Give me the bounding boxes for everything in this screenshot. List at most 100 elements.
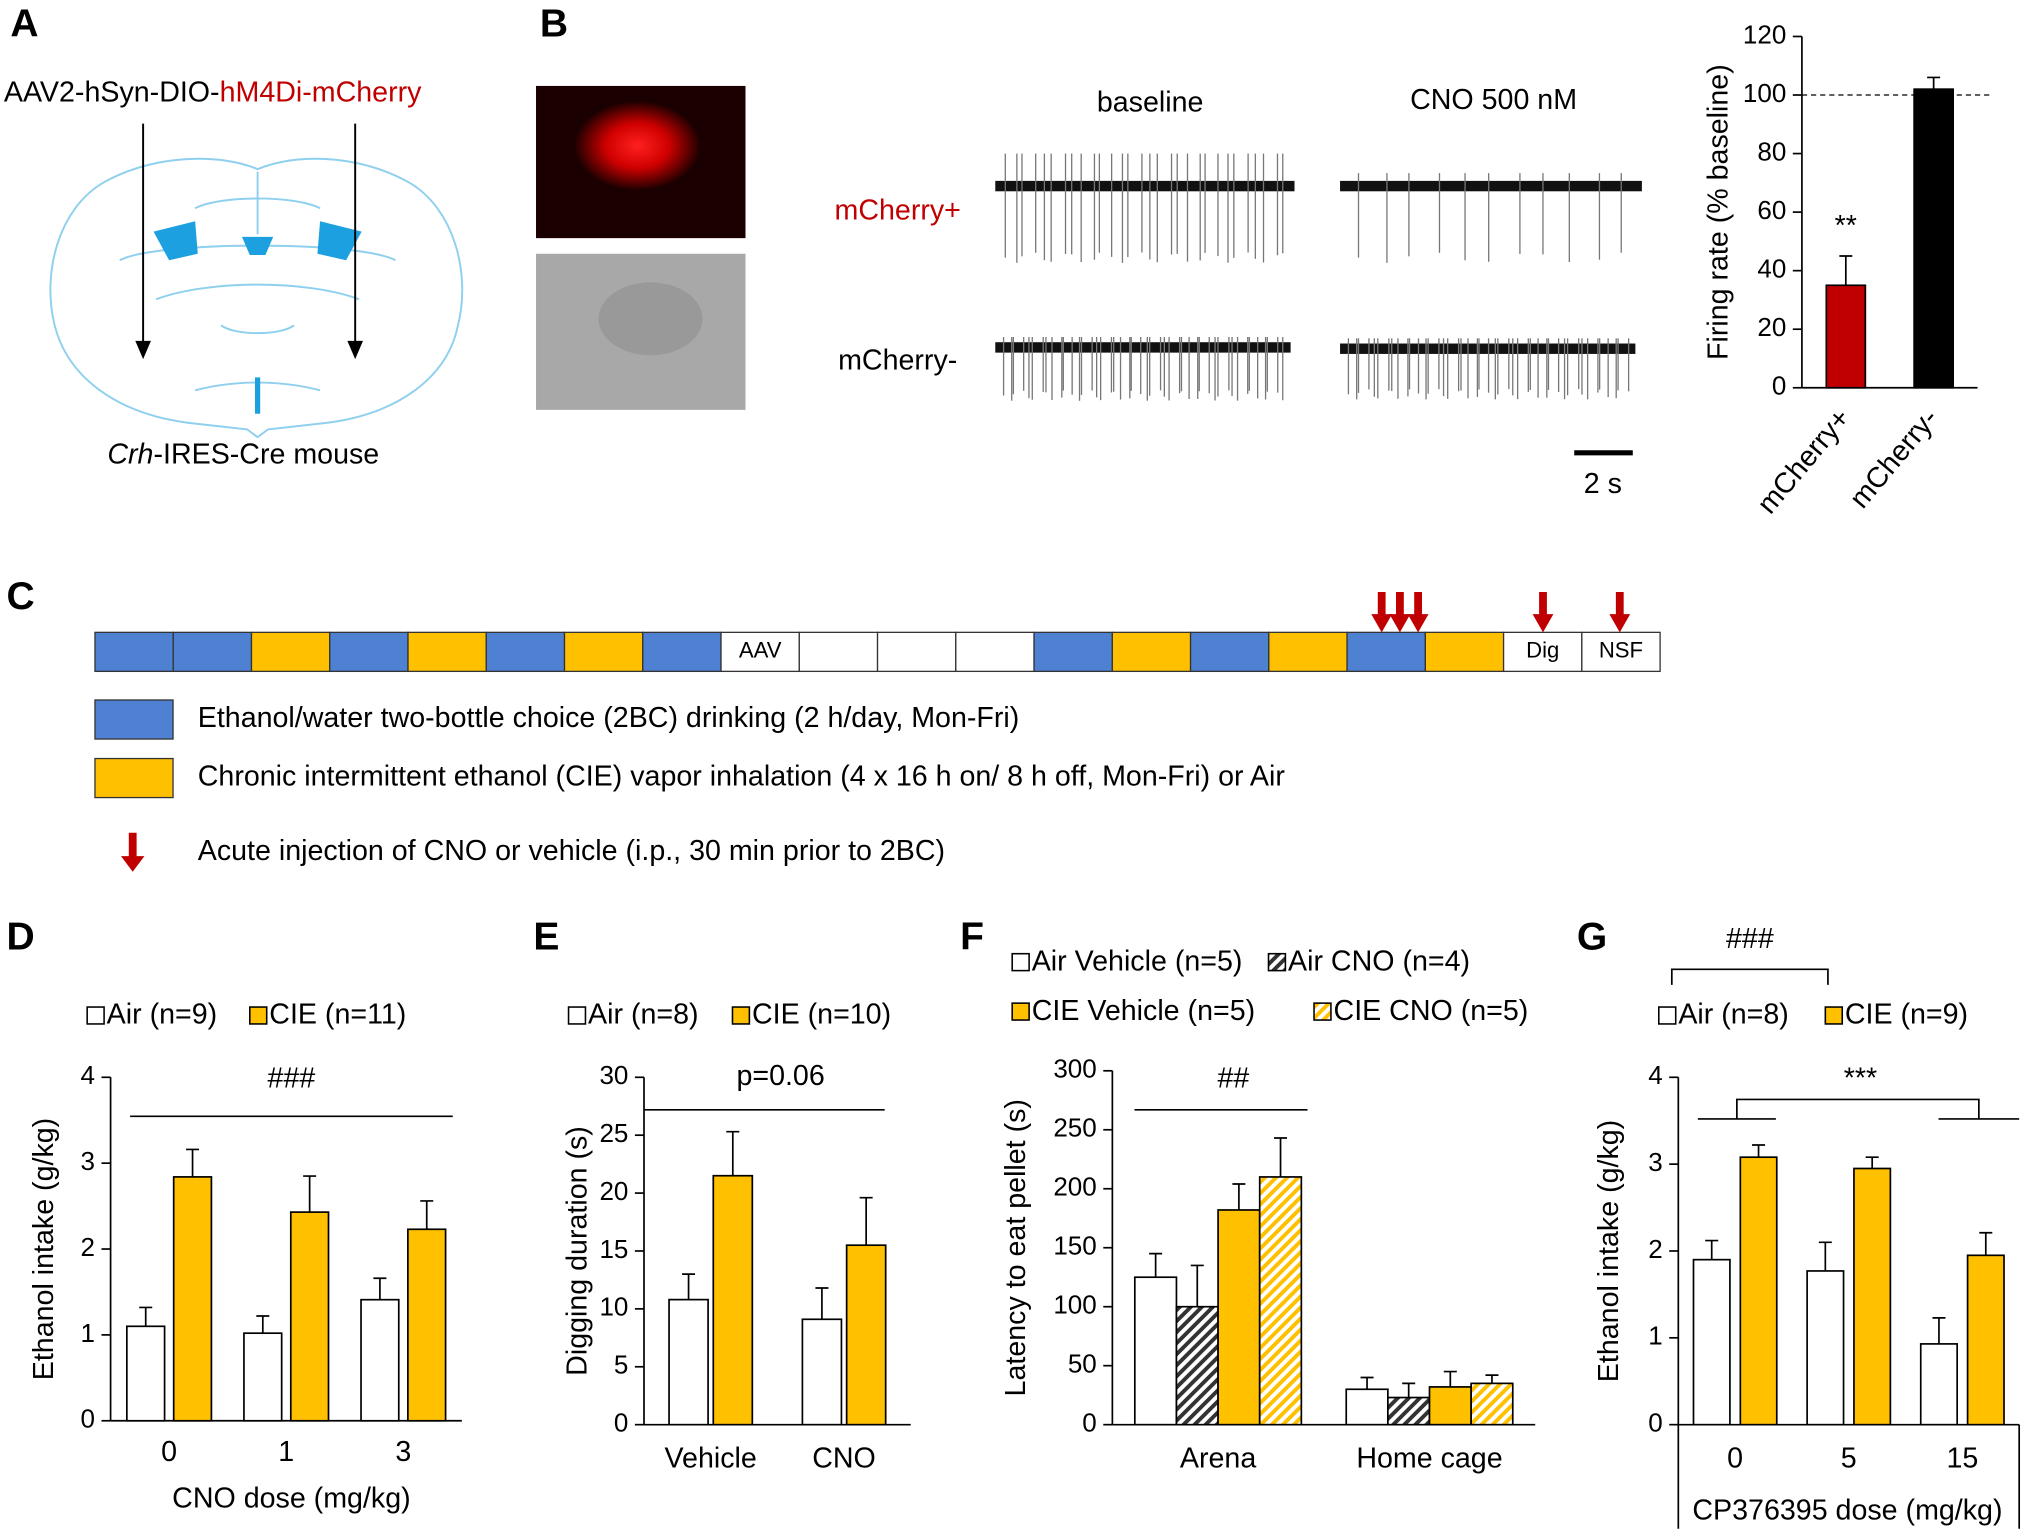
injection-arrow: [1371, 592, 1393, 633]
y-tick-label: 60: [1757, 195, 1786, 225]
bar: [1387, 1396, 1431, 1426]
y-tick-label: 15: [599, 1234, 628, 1264]
y-tick-label: 80: [1757, 136, 1786, 166]
timeline-box: [1424, 631, 1505, 673]
bar: [407, 1228, 447, 1422]
legend-text: Ethanol/water two-bottle choice (2BC) dr…: [198, 702, 1020, 734]
trace-noise: [1340, 180, 1642, 192]
timeline-label: NSF: [1599, 638, 1643, 663]
error-bar: [726, 1130, 740, 1176]
timeline-box: [720, 631, 800, 673]
legend-text: Chronic intermittent ethanol (CIE) vapor…: [198, 761, 1286, 793]
timeline-box: [876, 631, 957, 673]
bar: [126, 1325, 166, 1422]
error-bar: [1927, 76, 1941, 90]
timeline-box: [798, 631, 879, 673]
timeline-box: [1581, 631, 1661, 673]
bar: [172, 1176, 213, 1422]
bar: [801, 1318, 843, 1426]
injection-arrow: [1532, 592, 1554, 633]
error-bar: [420, 1200, 434, 1230]
legend-swatch: [1011, 952, 1030, 972]
y-axis-label: Firing rate (% baseline): [1703, 64, 1735, 360]
timeline-box: [642, 631, 722, 673]
annotation: ###: [1726, 923, 1774, 955]
bar: [1913, 88, 1955, 389]
bar: [1692, 1258, 1731, 1426]
mouse-gene: Crh: [107, 438, 153, 470]
x-axis-label: CP376395 dose (mg/kg): [1692, 1494, 2002, 1526]
legend-swatch: [94, 699, 174, 740]
bar: [668, 1298, 709, 1426]
bar: [1966, 1254, 2005, 1426]
traces: [995, 153, 1642, 401]
error-bar: [1865, 1156, 1879, 1169]
legend-swatch: [94, 757, 174, 799]
x-tick-label: 3: [395, 1436, 411, 1468]
bar: [1258, 1176, 1303, 1426]
y-tick-label: 1: [81, 1318, 95, 1348]
error-bar: [373, 1277, 387, 1300]
bar: [1470, 1382, 1514, 1426]
error-bar: [1232, 1183, 1246, 1210]
bar: [1853, 1167, 1892, 1426]
y-tick-label: 50: [1068, 1349, 1097, 1379]
timeline-box: [1111, 631, 1192, 673]
timeline-box: [563, 631, 644, 673]
legend-swatch: [86, 1006, 105, 1025]
y-tick-label: 120: [1743, 19, 1786, 49]
vector-prefix: AAV2-hSyn-DIO-: [4, 76, 220, 108]
legend-swatch: [1313, 1002, 1332, 1021]
y-tick-label: 40: [1757, 254, 1786, 284]
condition-label: baseline: [1097, 87, 1204, 119]
y-tick-label: 0: [81, 1404, 95, 1434]
x-tick-label: mCherry-: [1844, 403, 1945, 515]
y-tick-label: 0: [614, 1408, 628, 1438]
error-bar: [1443, 1370, 1457, 1387]
legend-label: CIE Vehicle (n=5): [1032, 995, 1255, 1027]
error-bar: [1752, 1144, 1766, 1158]
error-bar: [186, 1148, 200, 1177]
y-tick-label: 0: [1082, 1408, 1096, 1438]
timeline-box: [407, 631, 487, 673]
bar: [1806, 1270, 1845, 1426]
panel-letter: D: [7, 916, 35, 959]
error-bar: [682, 1273, 696, 1300]
x-tick-label: 0: [161, 1436, 177, 1468]
timeline-box: [955, 631, 1035, 673]
x-tick-label: Arena: [1180, 1442, 1256, 1474]
legend-text: Acute injection of CNO or vehicle (i.p.,…: [198, 835, 945, 867]
annotation-bracket: [1697, 1098, 2020, 1120]
legend-label: CIE (n=11): [269, 999, 406, 1031]
annotation: p=0.06: [736, 1060, 824, 1092]
legend-swatch: [1267, 952, 1287, 972]
y-tick-label: 4: [81, 1060, 95, 1090]
bar: [1133, 1276, 1178, 1426]
bar: [1217, 1209, 1261, 1426]
error-bar: [303, 1175, 317, 1213]
timeline-label: Dig: [1526, 638, 1559, 663]
brightfield-cell: [598, 282, 703, 356]
trace-noise: [995, 342, 1291, 353]
panel-letter: G: [1577, 916, 1607, 959]
legend-label: Air Vehicle (n=5): [1032, 945, 1243, 977]
y-tick-label: 20: [1757, 312, 1786, 342]
y-axis-label: Digging duration (s): [562, 1126, 594, 1376]
legend-label: CIE (n=9): [1845, 999, 1968, 1031]
error-bar: [1274, 1137, 1288, 1177]
legend-label: CIE CNO (n=5): [1334, 995, 1529, 1027]
timeline-label: AAV: [739, 638, 782, 663]
x-tick-label: 15: [1946, 1442, 1978, 1474]
vector-construct: hM4Di-mCherry: [220, 76, 423, 108]
error-bar: [1360, 1376, 1374, 1390]
cell-label: mCherry-: [838, 344, 957, 376]
error-bar: [859, 1196, 873, 1246]
y-axis-label: Ethanol intake (g/kg): [28, 1118, 60, 1380]
bar: [712, 1174, 754, 1426]
annotation: ***: [1844, 1062, 1877, 1094]
bar: [1175, 1305, 1219, 1426]
condition-label: CNO 500 nM: [1410, 84, 1577, 116]
timeline-box: [1189, 631, 1270, 673]
timeline-box: [172, 631, 253, 673]
